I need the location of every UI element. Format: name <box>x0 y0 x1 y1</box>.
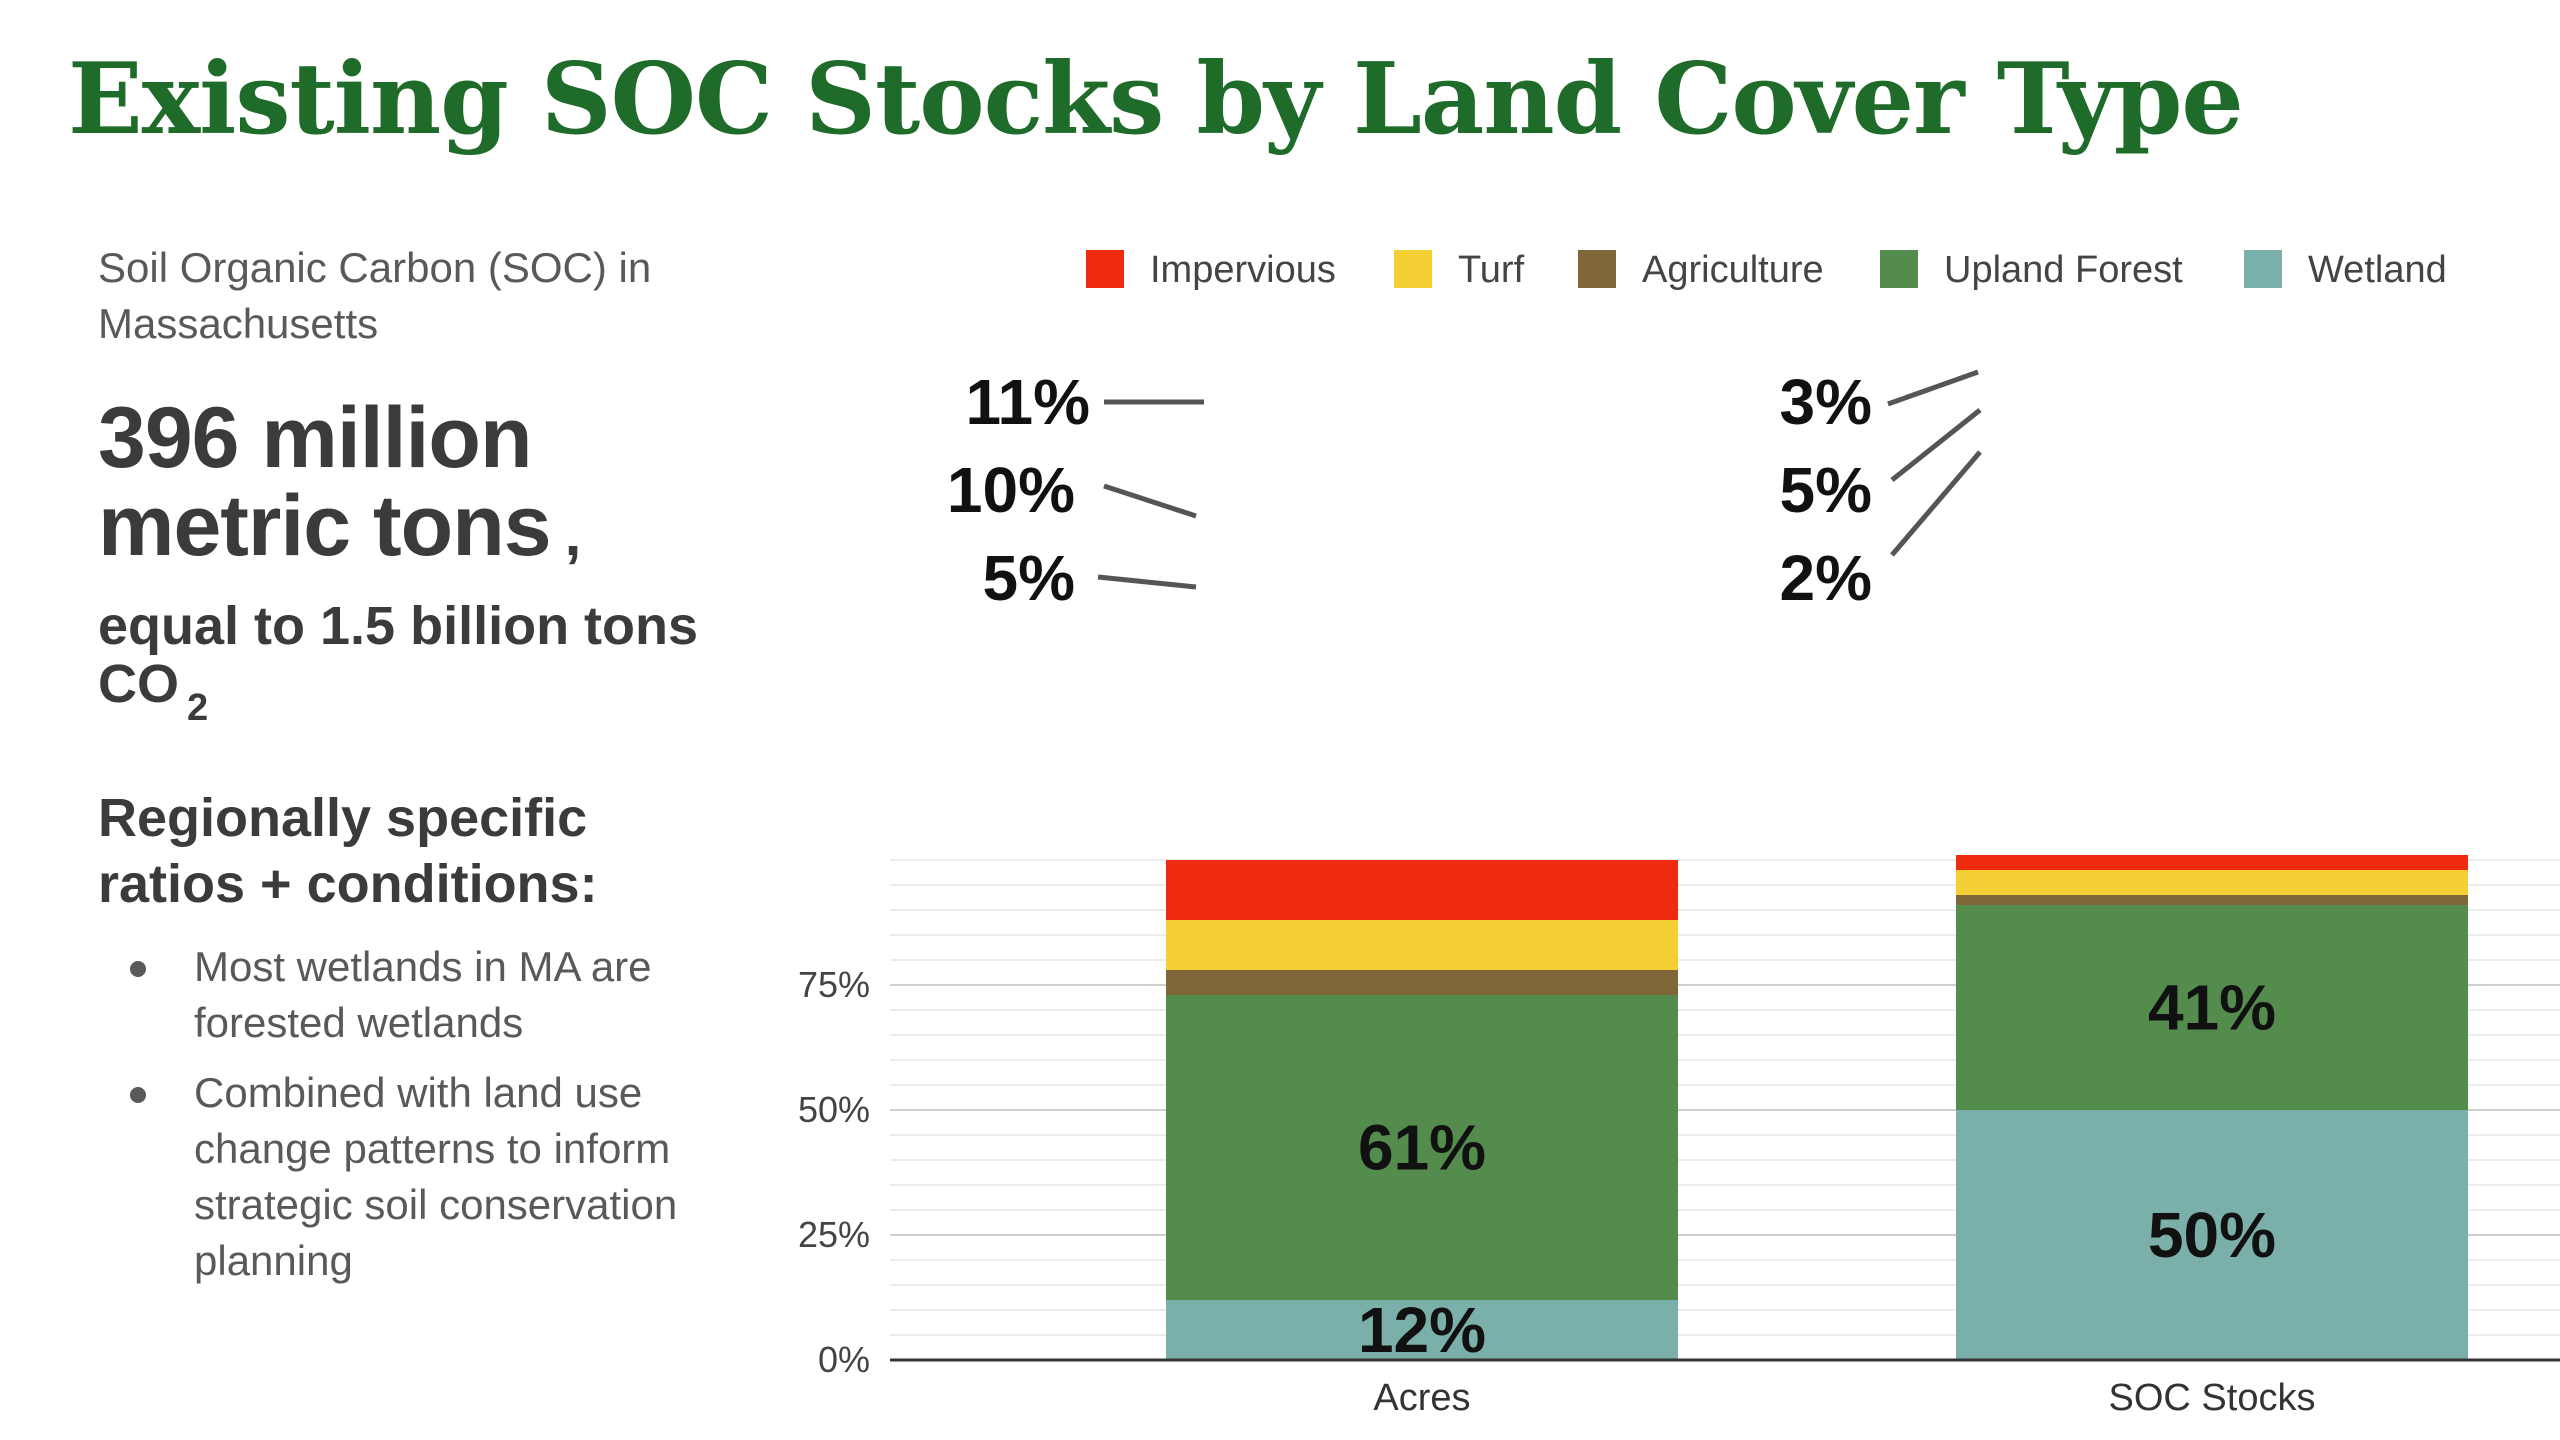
callout-line <box>1890 450 1982 557</box>
data-label: 2% <box>1780 542 1873 614</box>
legend-swatch-wetland <box>2244 250 2282 288</box>
y-tick-label: 75% <box>798 964 870 1005</box>
data-label: 3% <box>1780 366 1873 438</box>
callout-line <box>1103 483 1197 519</box>
callout-line <box>1097 574 1197 590</box>
legend-label: Impervious <box>1150 249 1336 291</box>
legend-swatch-turf <box>1394 250 1432 288</box>
data-label: 61% <box>1358 1112 1486 1184</box>
bar-segment-turf <box>1956 870 2468 895</box>
callout-line <box>1887 369 1979 407</box>
legend-label: Agriculture <box>1642 249 1824 291</box>
legend-swatch-upland-forest <box>1880 250 1918 288</box>
legend-label: Upland Forest <box>1944 249 2183 291</box>
summary-panel: Soil Organic Carbon (SOC) in Massachuset… <box>98 240 738 1303</box>
data-label: 5% <box>1780 454 1873 526</box>
y-tick-label: 0% <box>818 1339 870 1380</box>
legend-swatch-impervious <box>1086 250 1124 288</box>
regional-heading: Regionally specific ratios + conditions: <box>98 788 598 914</box>
data-label: 5% <box>983 542 1076 614</box>
co2-equivalent: equal to 1.5 billion tons CO 2 <box>98 597 738 737</box>
bar-segment-impervious <box>1956 855 2468 870</box>
data-label: 11% <box>965 366 1090 438</box>
legend-label: Wetland <box>2308 249 2447 291</box>
bullet-item: Most wetlands in MA are forested wetland… <box>130 939 738 1051</box>
data-label: 10% <box>947 454 1075 526</box>
page-title: Existing SOC Stocks by Land Cover Type <box>68 42 2244 157</box>
bar-segment-upland-forest <box>1166 995 1678 1300</box>
bar-segment-upland-forest <box>1956 905 2468 1110</box>
y-tick-label: 50% <box>798 1089 870 1130</box>
x-category-label: SOC Stocks <box>2109 1377 2316 1419</box>
subtitle: Soil Organic Carbon (SOC) in Massachuset… <box>98 244 652 347</box>
bullet-list: Most wetlands in MA are forested wetland… <box>98 939 738 1289</box>
bar-segment-turf <box>1166 920 1678 970</box>
x-category-label: Acres <box>1373 1377 1470 1419</box>
callout-line <box>1890 408 1982 482</box>
bar-segment-residual <box>1166 860 1678 865</box>
legend-swatch-agriculture <box>1578 250 1616 288</box>
headline-text: 396 million metric tons <box>98 390 552 574</box>
data-label: 50% <box>2148 1199 2276 1271</box>
co2-subscript: 2 <box>187 687 209 729</box>
y-tick-label: 25% <box>798 1214 870 1255</box>
bar-segment-wetland <box>1956 1110 2468 1360</box>
bar-segment-wetland <box>1166 1300 1678 1360</box>
data-label: 12% <box>1358 1294 1486 1366</box>
data-label: 41% <box>2148 972 2276 1044</box>
bar-segment-agriculture <box>1956 895 2468 905</box>
bar-segment-agriculture <box>1166 970 1678 995</box>
legend-label: Turf <box>1458 249 1525 291</box>
headline-stat: 396 million metric tons, <box>98 394 738 579</box>
bar-segment-impervious <box>1166 865 1678 920</box>
bullet-item: Combined with land use change patterns t… <box>130 1065 738 1289</box>
co2-text: equal to 1.5 billion tons CO <box>98 596 699 714</box>
headline-comma: , <box>564 501 582 568</box>
